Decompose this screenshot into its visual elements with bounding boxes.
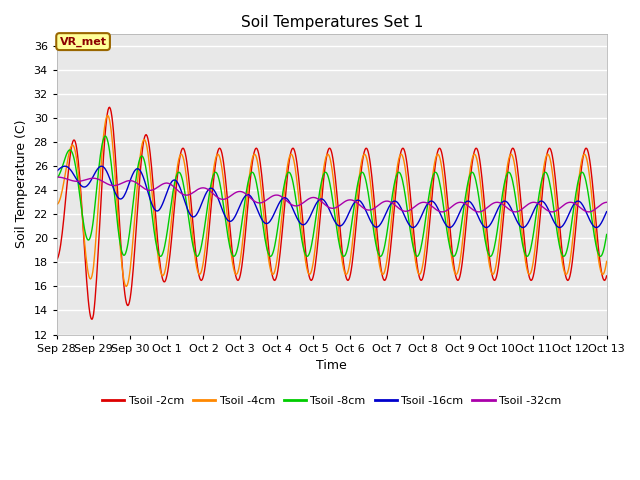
Tsoil -8cm <box>120 252 128 258</box>
Tsoil -2cm <box>400 146 408 152</box>
Tsoil -32cm <box>438 209 446 215</box>
Tsoil -4cm <box>63 162 70 168</box>
Tsoil -32cm <box>53 174 61 180</box>
Tsoil -2cm <box>121 291 129 297</box>
Tsoil -2cm <box>206 219 214 225</box>
Tsoil -4cm <box>104 113 111 119</box>
Tsoil -8cm <box>603 231 611 237</box>
Tsoil -16cm <box>416 216 424 222</box>
Tsoil -4cm <box>603 259 611 264</box>
X-axis label: Time: Time <box>316 359 347 372</box>
Tsoil -8cm <box>399 181 407 187</box>
Tsoil -8cm <box>205 193 213 199</box>
Tsoil -32cm <box>120 180 127 185</box>
Tsoil -2cm <box>106 104 113 110</box>
Tsoil -16cm <box>603 209 611 215</box>
Tsoil -32cm <box>175 189 183 194</box>
Tsoil -8cm <box>63 151 70 156</box>
Tsoil -2cm <box>416 276 424 282</box>
Y-axis label: Soil Temperature (C): Soil Temperature (C) <box>15 120 28 249</box>
Tsoil -4cm <box>400 158 408 164</box>
Tsoil -4cm <box>123 284 131 289</box>
Tsoil -2cm <box>177 150 184 156</box>
Tsoil -4cm <box>177 152 184 157</box>
Tsoil -16cm <box>410 225 417 230</box>
Tsoil -16cm <box>61 163 68 169</box>
Tsoil -32cm <box>204 187 212 192</box>
Tsoil -16cm <box>53 168 61 174</box>
Tsoil -2cm <box>88 316 96 322</box>
Tsoil -16cm <box>120 193 128 199</box>
Tsoil -2cm <box>603 273 611 279</box>
Tsoil -16cm <box>205 186 213 192</box>
Tsoil -4cm <box>416 271 424 277</box>
Line: Tsoil -2cm: Tsoil -2cm <box>57 107 607 319</box>
Tsoil -16cm <box>176 185 184 191</box>
Tsoil -8cm <box>101 133 109 139</box>
Tsoil -32cm <box>415 201 422 207</box>
Tsoil -16cm <box>399 210 407 216</box>
Tsoil -8cm <box>415 251 423 256</box>
Line: Tsoil -32cm: Tsoil -32cm <box>57 177 607 212</box>
Line: Tsoil -4cm: Tsoil -4cm <box>57 116 607 287</box>
Tsoil -4cm <box>53 202 61 207</box>
Tsoil -8cm <box>53 175 61 181</box>
Tsoil -16cm <box>64 164 72 170</box>
Text: VR_met: VR_met <box>60 36 107 47</box>
Legend: Tsoil -2cm, Tsoil -4cm, Tsoil -8cm, Tsoil -16cm, Tsoil -32cm: Tsoil -2cm, Tsoil -4cm, Tsoil -8cm, Tsoi… <box>98 391 566 410</box>
Tsoil -4cm <box>206 201 214 206</box>
Title: Soil Temperatures Set 1: Soil Temperatures Set 1 <box>241 15 423 30</box>
Tsoil -32cm <box>399 208 406 214</box>
Tsoil -2cm <box>63 184 70 190</box>
Tsoil -32cm <box>63 176 70 182</box>
Tsoil -32cm <box>603 199 611 205</box>
Line: Tsoil -16cm: Tsoil -16cm <box>57 166 607 228</box>
Tsoil -4cm <box>120 278 128 284</box>
Tsoil -8cm <box>486 253 494 259</box>
Tsoil -8cm <box>176 170 184 176</box>
Line: Tsoil -8cm: Tsoil -8cm <box>57 136 607 256</box>
Tsoil -2cm <box>53 257 61 263</box>
